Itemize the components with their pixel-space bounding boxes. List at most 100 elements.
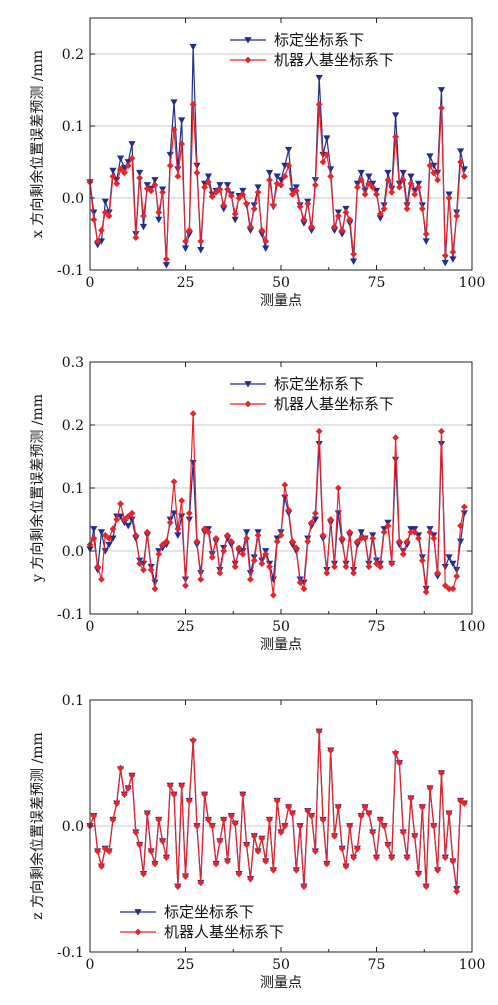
x-tick-label: 75 [368,275,386,291]
data-point [128,141,136,148]
series-line-2 [89,413,465,596]
data-point [269,866,277,874]
data-point [124,512,132,520]
data-point [254,531,262,539]
data-point [300,220,308,227]
data-point [166,519,174,527]
data-point [407,173,415,180]
data-point [354,845,361,853]
data-point [216,182,224,189]
data-point [254,184,262,191]
data-point [262,237,270,245]
data-point [308,812,315,820]
data-point [163,538,170,545]
data-point [438,427,445,435]
legend-marker [134,928,142,936]
data-point [216,185,224,193]
data-point [140,566,147,574]
y-tick-label: 0.0 [62,819,84,835]
data-point [277,177,285,184]
data-point [189,101,197,108]
y-tick-label: 0.1 [62,693,84,709]
y-tick-label: 0.2 [62,47,84,63]
data-point [407,180,415,187]
x-tick-label: 50 [272,619,290,635]
data-point [357,529,365,536]
data-point [170,126,178,133]
data-point [216,837,224,845]
legend-label: 标定坐标系下 [274,31,364,49]
data-point [418,557,426,564]
x-tick-label: 100 [459,275,486,291]
data-point [281,822,289,830]
data-point [170,478,178,486]
data-point [311,181,319,189]
data-point [426,528,434,536]
data-point [373,191,380,198]
data-point [307,227,316,234]
data-point [120,169,128,177]
data-point [445,810,453,817]
data-point [98,575,105,583]
data-point [155,209,163,216]
data-point [289,538,296,545]
data-point [338,845,346,853]
x-tick-label: 75 [368,619,386,635]
data-point [235,194,243,202]
data-point [182,873,189,880]
data-point [185,231,193,238]
data-point [399,169,407,177]
data-point [426,162,434,169]
data-point [415,535,422,542]
data-point [434,866,442,874]
data-point [140,212,147,220]
data-point [376,215,384,222]
data-point [109,167,117,175]
x-tick-label: 75 [368,957,386,973]
data-point [441,854,449,861]
data-point [445,194,453,202]
data-point [227,192,235,200]
data-point [155,816,163,824]
x-tick-label: 0 [86,957,95,973]
data-point [323,135,331,142]
data-point [250,557,258,564]
data-point [105,212,113,220]
y-tick-label: 0.0 [62,544,84,560]
data-point [411,528,419,536]
data-point [205,816,212,824]
data-point [193,822,201,830]
data-point [178,117,186,124]
data-point [399,828,407,836]
data-point [285,162,293,169]
data-point [94,563,102,571]
data-point [296,822,304,830]
data-point [392,456,400,464]
x-axis-label: 测量点 [260,637,302,653]
data-point [136,560,144,567]
data-point [346,822,354,830]
data-point [460,510,468,517]
data-point [159,837,166,845]
data-point [162,262,170,269]
data-point [143,528,151,536]
data-point [243,529,251,536]
data-point [132,531,140,539]
data-point [304,807,312,815]
data-point [105,535,113,542]
y-tick-label: 0.1 [62,481,84,497]
legend-marker [244,56,252,64]
data-point [338,231,346,238]
y-tick-label: 0.1 [62,119,84,135]
data-point [384,841,392,849]
data-point [197,246,205,254]
data-point [178,497,186,504]
data-point [437,87,446,94]
data-point [323,569,331,577]
data-point [331,563,338,571]
data-point [308,519,315,527]
data-point [349,258,358,265]
data-point [457,158,464,166]
data-point [460,799,468,807]
